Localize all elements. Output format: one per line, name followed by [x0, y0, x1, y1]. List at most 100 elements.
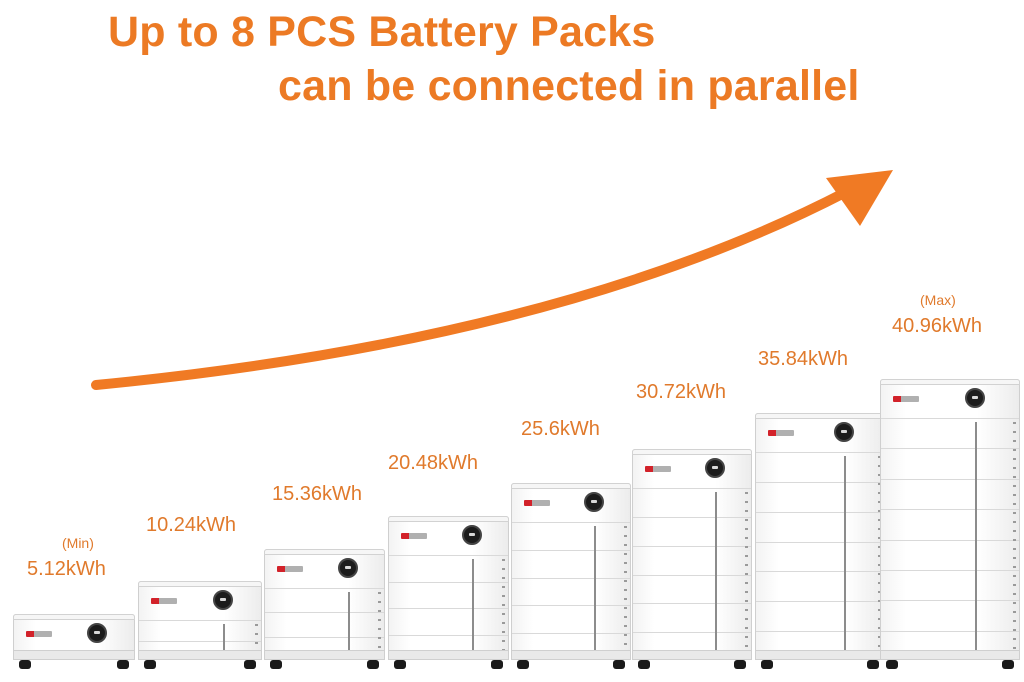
module-seam [633, 603, 751, 605]
max-tag: (Max) [920, 292, 956, 308]
module-seam [881, 478, 1019, 480]
cabinet-top-cap [511, 483, 631, 489]
cabinet-top-cap [388, 516, 509, 522]
capacity-label: 20.48kWh [388, 452, 479, 474]
cable-channel [975, 422, 977, 653]
module-seam [756, 541, 884, 543]
module-seam [881, 418, 1019, 419]
cabinet-top-cap [880, 379, 1020, 385]
battery-stack [264, 549, 385, 670]
caster-wheel-icon [613, 660, 625, 669]
brand-logo-icon [401, 533, 427, 539]
caster-wheel-icon [1002, 660, 1014, 669]
caster-wheel-icon [19, 660, 31, 669]
battery-stack [388, 516, 509, 670]
caster-wheel-icon [867, 660, 879, 669]
status-display-icon [461, 525, 482, 545]
cabinet-base [138, 650, 262, 660]
battery-stack [138, 581, 262, 670]
cabinet-top-cap [138, 581, 262, 587]
module-seam [389, 608, 508, 609]
caster-wheel-icon [491, 660, 503, 669]
brand-logo-icon [524, 500, 550, 506]
cabinet-top-cap [755, 413, 885, 419]
status-display-icon [965, 388, 985, 408]
indicator-dots [624, 526, 627, 653]
battery-cabinet [632, 449, 752, 660]
brand-logo-icon [768, 430, 794, 436]
module-seam [512, 577, 630, 579]
indicator-dots [1013, 422, 1016, 653]
module-seam [512, 605, 630, 607]
module-seam [756, 571, 884, 573]
caster-wheel-icon [117, 660, 129, 669]
status-display-icon [337, 558, 358, 578]
battery-cabinet [388, 516, 509, 660]
capacity-label: 40.96kWh [892, 315, 983, 337]
cabinet-top-cap [632, 449, 752, 455]
indicator-dots [745, 492, 748, 653]
caster-wheel-icon [244, 660, 256, 669]
module-seam [512, 549, 630, 551]
battery-cabinet [755, 413, 885, 660]
min-tag: (Min) [62, 535, 94, 551]
status-display-icon [87, 623, 108, 643]
module-seam [139, 620, 261, 621]
headline-line-1: Up to 8 PCS Battery Packs [108, 8, 656, 56]
module-seam [389, 581, 508, 583]
battery-stack [13, 614, 135, 670]
battery-cabinet [511, 483, 631, 660]
module-seam [756, 511, 884, 513]
cabinet-base [632, 650, 752, 660]
status-display-icon [705, 458, 725, 478]
module-seam [756, 601, 884, 603]
caster-wheel-icon [270, 660, 282, 669]
module-seam [881, 509, 1019, 511]
capacity-label: 15.36kWh [272, 483, 363, 505]
cabinet-top-cap [264, 549, 385, 555]
indicator-dots [255, 624, 258, 653]
brand-logo-icon [277, 566, 303, 572]
indicator-dots [378, 592, 381, 653]
module-seam [633, 545, 751, 547]
module-seam [139, 640, 261, 642]
caster-wheel-icon [638, 660, 650, 669]
capacity-label: 30.72kWh [636, 381, 727, 403]
caster-wheel-icon [761, 660, 773, 669]
module-seam [881, 569, 1019, 571]
cable-channel [844, 456, 846, 653]
brand-logo-icon [893, 396, 919, 402]
module-seam [633, 488, 751, 489]
indicator-dots [502, 559, 505, 653]
module-seam [633, 632, 751, 634]
cabinet-top-cap [13, 614, 135, 620]
module-seam [633, 574, 751, 576]
caster-wheel-icon [367, 660, 379, 669]
module-seam [265, 588, 384, 589]
caster-wheel-icon [734, 660, 746, 669]
caster-wheel-icon [517, 660, 529, 669]
cabinet-base [264, 650, 385, 660]
module-seam [756, 631, 884, 633]
cable-channel [347, 592, 350, 653]
battery-cabinet [264, 549, 385, 660]
caster-wheel-icon [886, 660, 898, 669]
capacity-label: 5.12kWh [27, 558, 106, 580]
status-display-icon [834, 422, 854, 442]
caster-wheel-icon [394, 660, 406, 669]
indicator-dots [878, 456, 881, 653]
status-display-icon [213, 590, 234, 610]
capacity-label: 25.6kWh [521, 418, 600, 440]
module-seam [389, 555, 508, 556]
module-seam [265, 636, 384, 638]
capacity-label: 35.84kWh [758, 348, 849, 370]
module-seam [881, 539, 1019, 541]
module-seam [265, 612, 384, 614]
module-seam [756, 481, 884, 483]
module-seam [512, 522, 630, 523]
battery-cabinet [880, 379, 1020, 660]
cabinet-base [880, 650, 1020, 660]
module-seam [881, 600, 1019, 602]
module-seam [881, 448, 1019, 450]
